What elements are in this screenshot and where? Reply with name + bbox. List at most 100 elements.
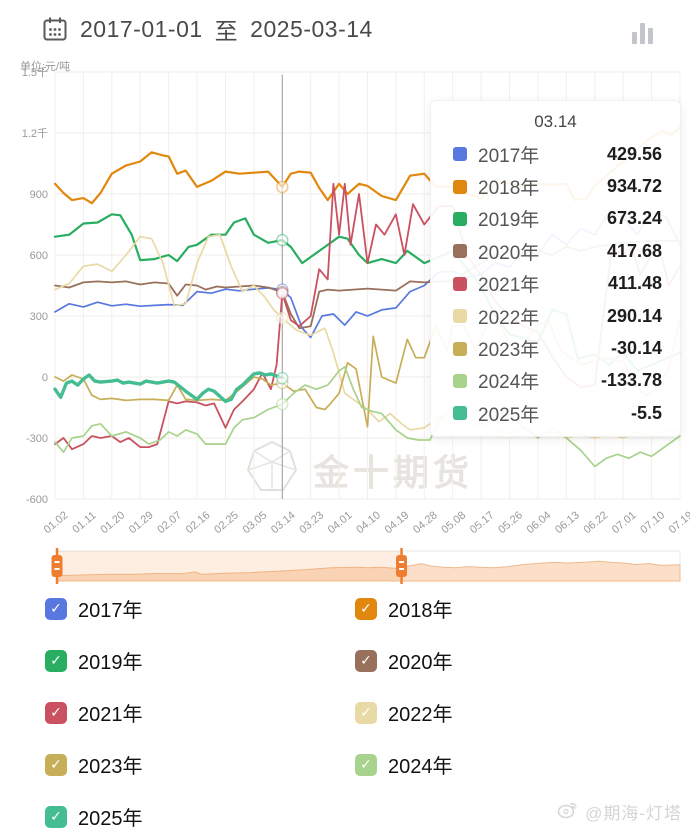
series-checkbox[interactable]: ✓	[355, 649, 377, 672]
legend-item[interactable]: ✓ 2023年	[45, 750, 355, 779]
x-axis-tick-label: 04.10	[354, 509, 383, 536]
x-axis-tick-label: 07.01	[610, 509, 639, 536]
x-axis-tick-label: 03.23	[297, 509, 326, 536]
series-checkbox[interactable]: ✓	[45, 753, 67, 776]
check-icon: ✓	[360, 704, 372, 720]
date-end: 2025-03-14	[250, 15, 373, 42]
series-color-swatch	[453, 276, 467, 291]
y-axis-tick-label: 900	[30, 189, 48, 201]
legend-item[interactable]: ✓ 2024年	[355, 750, 645, 779]
legend-item[interactable]: ✓ 2019年	[45, 646, 355, 675]
legend-item-label: 2017年	[78, 600, 143, 622]
x-axis-tick-label: 03.14	[269, 509, 298, 536]
weibo-icon	[557, 799, 579, 824]
date-range-picker[interactable]: 2017-01-01 至 2025-03-14	[80, 12, 373, 46]
series-color-swatch	[453, 309, 467, 324]
hover-marker	[276, 287, 289, 300]
legend-item-label: 2020年	[388, 652, 453, 674]
legend-item[interactable]: ✓ 2018年	[355, 594, 645, 623]
series-value: 934.72	[606, 176, 662, 197]
x-axis-tick-label: 01.11	[70, 510, 98, 536]
y-axis-tick-label: -300	[26, 433, 48, 445]
series-checkbox[interactable]: ✓	[355, 701, 377, 724]
series-name: 2023年	[478, 340, 540, 362]
x-axis-tick-label: 02.25	[212, 509, 241, 536]
datazoom-handle-right[interactable]	[396, 548, 408, 584]
series-color-swatch	[453, 179, 467, 194]
x-axis-tick-label: 04.01	[326, 509, 355, 536]
legend-item-label: 2022年	[388, 704, 453, 726]
legend-item[interactable]: ✓ 2025年	[45, 802, 355, 831]
datazoom-slider[interactable]	[0, 540, 690, 590]
x-axis-tick-label: 05.08	[439, 509, 468, 536]
series-value: 429.56	[606, 143, 662, 164]
series-color-swatch	[453, 341, 467, 356]
series-value: -30.14	[610, 338, 662, 359]
legend-item[interactable]: ✓ 2020年	[355, 646, 645, 675]
series-value: -133.78	[600, 370, 662, 391]
legend-item-label: 2018年	[388, 600, 453, 622]
tooltip-row: 2020年 417.68	[431, 235, 680, 267]
chart-tooltip: 03.14 2017年 429.56 2018年 934.72 2019年 67…	[430, 100, 681, 437]
series-checkbox[interactable]: ✓	[45, 701, 67, 724]
x-axis-tick-label: 02.16	[184, 509, 213, 536]
series-value: 417.68	[606, 240, 662, 261]
x-axis-tick-label: 04.19	[383, 509, 412, 536]
check-icon: ✓	[50, 704, 62, 720]
hover-marker	[276, 371, 289, 385]
series-name: 2019年	[478, 210, 540, 232]
x-axis-tick-label: 01.02	[42, 509, 71, 536]
series-name: 2022年	[478, 307, 540, 329]
series-checkbox[interactable]: ✓	[45, 597, 67, 620]
date-separator: 至	[214, 18, 239, 44]
x-axis-tick-label: 06.04	[525, 509, 554, 536]
x-axis-tick-label: 07.10	[638, 509, 667, 536]
x-axis-tick-label: 06.13	[553, 509, 582, 536]
series-legend: ✓ 2017年 ✓ 2018年 ✓ 2019年 ✓ 2020年 ✓ 2021年 …	[45, 594, 645, 831]
y-axis-tick-label: 600	[30, 250, 48, 262]
series-name: 2024年	[478, 372, 540, 394]
x-axis-tick-label: 01.29	[127, 509, 156, 536]
series-color-swatch	[453, 406, 467, 421]
series-checkbox[interactable]: ✓	[355, 753, 377, 776]
tooltip-row: 2017年 429.56	[431, 138, 680, 170]
tooltip-row: 2025年 -5.5	[431, 397, 680, 429]
series-name: 2020年	[478, 242, 540, 264]
legend-item-label: 2019年	[78, 652, 143, 674]
series-line-2025年	[53, 371, 284, 404]
legend-item-label: 2021年	[78, 704, 143, 726]
series-checkbox[interactable]: ✓	[355, 597, 377, 620]
series-value: 673.24	[606, 208, 662, 229]
date-range-header: 2017-01-01 至 2025-03-14	[42, 12, 373, 46]
datazoom-handle-left[interactable]	[51, 548, 63, 584]
tooltip-row: 2021年 411.48	[431, 268, 680, 300]
series-name: 2017年	[478, 145, 540, 167]
series-value: -5.5	[630, 402, 662, 423]
series-checkbox[interactable]: ✓	[45, 649, 67, 672]
tooltip-row: 2019年 673.24	[431, 203, 680, 235]
series-color-swatch	[453, 244, 467, 259]
series-color-swatch	[453, 211, 467, 226]
legend-item[interactable]: ✓ 2017年	[45, 594, 355, 623]
chart-area[interactable]: 金十期货 1.5千 1.2千 900 600 300 0 -300 -600 01.02 01.1…	[0, 0, 690, 545]
series-color-swatch	[453, 373, 467, 388]
chart-type-icon[interactable]	[626, 18, 658, 53]
series-name: 2025年	[478, 404, 540, 426]
x-axis-tick-label: 03.05	[241, 509, 270, 536]
tooltip-row: 2022年 290.14	[431, 300, 680, 332]
weibo-watermark-text: @期海-灯塔	[585, 804, 682, 823]
series-checkbox[interactable]: ✓	[45, 805, 67, 828]
hover-marker	[276, 397, 289, 411]
legend-item[interactable]: ✓ 2021年	[45, 698, 355, 727]
date-start: 2017-01-01	[80, 15, 203, 42]
y-axis-tick-label: 1.2千	[22, 127, 48, 140]
x-axis-tick-label: 02.07	[155, 509, 184, 536]
check-icon: ✓	[360, 652, 372, 668]
legend-item[interactable]: ✓ 2022年	[355, 698, 645, 727]
calendar-icon[interactable]	[42, 16, 68, 42]
x-axis-tick-label: 06.22	[581, 509, 610, 536]
y-axis-tick-label: 0	[42, 372, 48, 384]
hover-marker	[276, 233, 289, 247]
